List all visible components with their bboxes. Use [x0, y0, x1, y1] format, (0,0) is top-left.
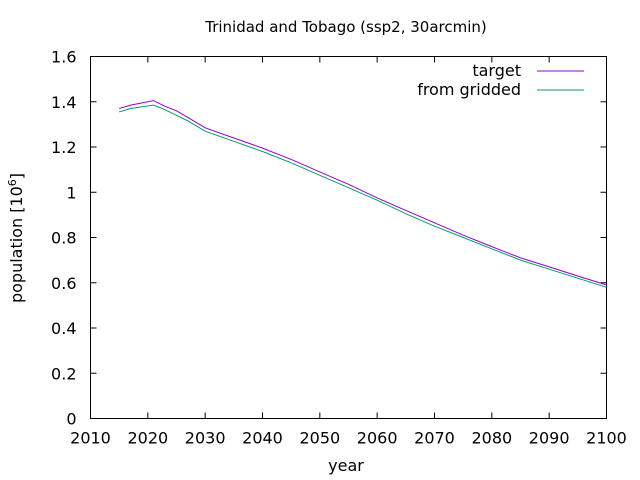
y-tick-label: 1: [66, 183, 76, 202]
x-tick-label: 2030: [185, 429, 226, 448]
x-tick-label: 2080: [471, 429, 512, 448]
x-tick-label: 2090: [529, 429, 570, 448]
series-layer: [119, 100, 607, 288]
y-tick-label: 0.4: [51, 319, 76, 338]
series-line-0: [119, 100, 607, 286]
x-tick-label: 2010: [70, 429, 111, 448]
legend-label: from gridded: [417, 80, 521, 99]
x-axis-label: year: [328, 456, 364, 475]
x-tick-label: 2020: [127, 429, 168, 448]
series-line-1: [119, 104, 607, 288]
y-tick-label: 0: [66, 410, 76, 429]
chart-title: Trinidad and Tobago (ssp2, 30arcmin): [204, 18, 487, 36]
y-tick-label: 0.6: [51, 274, 76, 293]
y-axis-label-close: ]: [7, 173, 26, 179]
y-tick-label: 0.8: [51, 229, 76, 248]
x-tick-label: 2040: [242, 429, 283, 448]
y-axis-label-superscript: 6: [6, 179, 19, 186]
x-tick-label: 2050: [299, 429, 340, 448]
y-axis-label: population [106]: [6, 173, 26, 303]
x-tick-label: 2060: [357, 429, 398, 448]
x-tick-label: 2070: [414, 429, 455, 448]
y-tick-label: 1.2: [51, 138, 76, 157]
x-axis: 2010 2020 2030 2040 2050 2060 2070 2080 2090 2100: [70, 56, 627, 448]
y-tick-label: 1.4: [51, 93, 76, 112]
y-tick-label: 1.6: [51, 48, 76, 67]
legend-label: target: [472, 61, 521, 80]
x-tick-label: 2100: [586, 429, 627, 448]
y-axis: 0 0.2 0.4 0.6 0.8 1 1.2 1.4 1.6: [51, 48, 607, 429]
y-axis-label-main: population [10: [7, 186, 26, 303]
y-tick-label: 0.2: [51, 364, 76, 383]
